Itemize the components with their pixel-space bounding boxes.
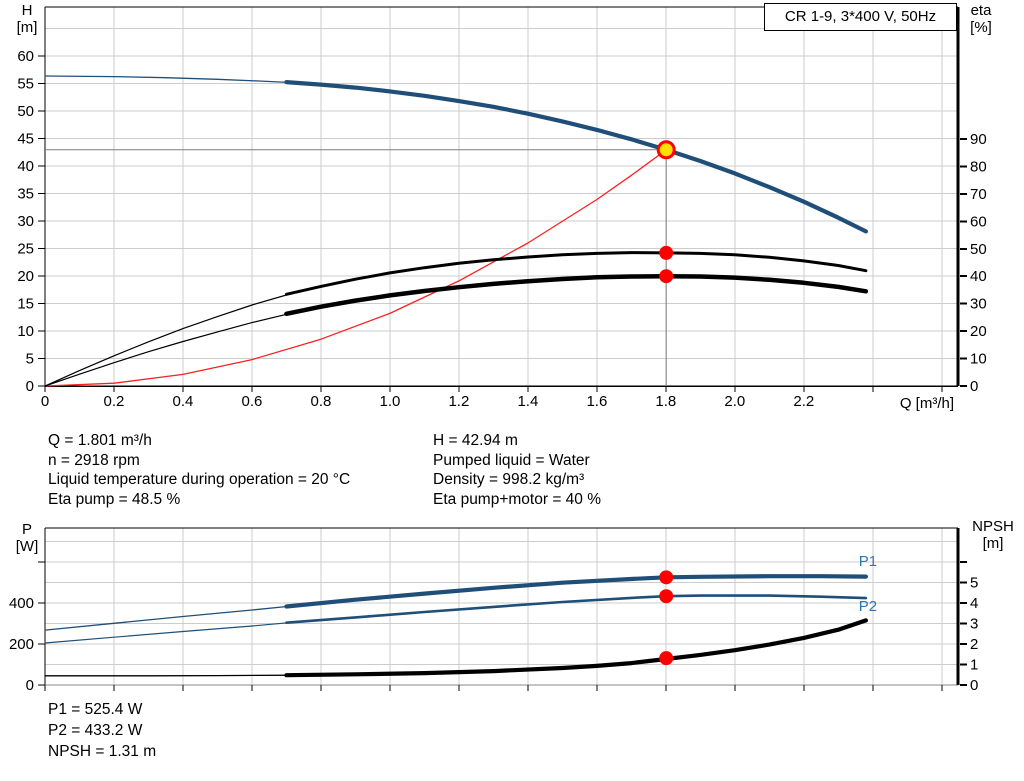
result-p2: P2 = 433.2 W (48, 722, 143, 739)
right-tick-label: 60 (970, 213, 987, 230)
left-tick-label: 25 (17, 240, 34, 257)
p-axis-title-line2: [W] (15, 538, 39, 555)
pump-type-box: CR 1-9, 3*400 V, 50Hz (764, 3, 957, 31)
info-pumped-liquid: Pumped liquid = Water (433, 451, 590, 469)
npsh-axis-title-line1: NPSH (972, 518, 1014, 535)
result-p1: P1 = 525.4 W (48, 701, 143, 718)
info-liquid-temperature: Liquid temperature during operation = 20… (48, 471, 351, 488)
curve-hq (284, 79, 869, 234)
info-eta-pump-motor: Eta pump+motor = 40 % (433, 490, 602, 508)
x-tick-label: 2.0 (724, 393, 745, 410)
right-tick-label: 5 (970, 575, 978, 592)
p-axis-title-line1: P (21, 521, 32, 538)
x-tick-label: 1.8 (655, 393, 676, 410)
left-tick-label: 50 (17, 103, 34, 120)
left-tick-label: 0 (26, 677, 34, 694)
info-eta-pump: Eta pump = 48.5 % (48, 490, 181, 508)
curve-npsh-thin (44, 674, 294, 677)
power-npsh-chart: 0 200 400 0 1 2 3 4 5 P1 P2 (9, 527, 978, 694)
curve-p1 (284, 574, 869, 609)
left-tick-label: 30 (17, 213, 34, 230)
x-tick-label: 0.4 (173, 393, 194, 410)
hq-eta-chart: 0 0.2 0.4 0.6 0.8 1.0 1.2 1.4 1.6 1.8 2.0 2.2 0 5 10 15… (17, 6, 987, 410)
right-tick-label: 10 (970, 351, 987, 368)
right-tick-label: 20 (970, 323, 987, 340)
right-tick-label: 70 (970, 186, 987, 203)
curve-npsh (284, 618, 869, 678)
operating-data-left: Q = 1.801 m³/h n = 2918 rpm Liquid tempe… (48, 431, 350, 509)
left-tick-label: 40 (17, 158, 34, 175)
x-tick-label: 0.2 (104, 393, 125, 410)
npsh-axis-title-line2: [m] (982, 535, 1004, 552)
annotation-P1: P1 (859, 553, 877, 570)
operating-data-right: H = 42.94 m Pumped liquid = Water Densit… (433, 431, 601, 509)
result-values: P1 = 525.4 W P2 = 433.2 W NPSH = 1.31 m (48, 699, 156, 762)
eta-axis-title-line1: eta (970, 2, 992, 19)
x-tick-label: 0 (41, 393, 49, 410)
p2-point-marker (659, 589, 674, 604)
eta-axis-title-line2: [%] (970, 19, 992, 36)
left-tick-label: 400 (9, 595, 34, 612)
curve-eta-pump-thin (44, 292, 294, 387)
curve-p2 (285, 594, 868, 624)
left-tick-label: 15 (17, 295, 34, 312)
right-tick-label: 1 (970, 657, 978, 674)
q-axis-title: Q [m³/h] (899, 395, 954, 412)
x-tick-label: 2.2 (793, 393, 814, 410)
result-npsh: NPSH = 1.31 m (48, 743, 157, 760)
h-axis-title: H [m] (9, 2, 45, 36)
right-tick-label: 40 (970, 268, 987, 285)
h-axis-title-line2: [m] (16, 19, 38, 36)
left-tick-label: 60 (17, 48, 34, 65)
right-tick-label: 3 (970, 616, 978, 633)
right-tick-label: 90 (970, 131, 987, 148)
curve-eta-pump (284, 251, 868, 296)
eta-pump-motor-point-marker (659, 269, 674, 284)
p-axis-title: P [W] (9, 521, 45, 555)
duty-point-marker (656, 140, 676, 160)
info-h: H = 42.94 m (433, 432, 518, 449)
left-tick-label: 35 (17, 185, 34, 202)
left-tick-label: 5 (26, 350, 34, 367)
left-tick-label: 0 (26, 378, 34, 395)
curve-eta-pump-motor (284, 273, 869, 317)
info-q: Q = 1.801 m³/h (48, 432, 152, 449)
right-tick-label: 0 (970, 378, 978, 395)
curve-p1-thin (44, 605, 294, 631)
x-tick-label: 1.0 (379, 393, 400, 410)
eta-axis-title: eta [%] (960, 2, 1002, 36)
npsh-point-marker (659, 651, 674, 666)
h-axis-title-line1: H (21, 2, 33, 19)
left-tick-label: 55 (17, 75, 34, 92)
right-tick-label: 80 (970, 158, 987, 175)
left-tick-label: 20 (17, 268, 34, 285)
left-tick-label: 45 (17, 130, 34, 147)
x-tick-label: 1.6 (586, 393, 607, 410)
right-tick-label: 50 (970, 241, 987, 258)
curve-hq-thin (44, 75, 294, 84)
right-tick-label: 30 (970, 296, 987, 313)
x-tick-label: 1.2 (448, 393, 469, 410)
info-density: Density = 998.2 kg/m³ (433, 471, 585, 488)
curve-p2-thin (44, 621, 294, 644)
right-tick-label: 2 (970, 636, 978, 653)
eta-pump-point-marker (659, 245, 674, 260)
curve-system-curve (44, 149, 667, 387)
right-tick-label: 4 (970, 595, 978, 612)
npsh-axis-title: NPSH [m] (963, 518, 1023, 552)
info-n: n = 2918 rpm (48, 451, 140, 469)
x-tick-label: 0.6 (242, 393, 263, 410)
annotation-P2: P2 (859, 598, 877, 615)
left-tick-label: 10 (17, 323, 34, 340)
p1-point-marker (659, 570, 674, 585)
right-tick-label: 0 (970, 677, 978, 694)
curve-eta-pump-motor-thin (44, 312, 294, 387)
x-tick-label: 0.8 (311, 393, 332, 410)
x-tick-label: 1.4 (517, 393, 538, 410)
left-tick-label: 200 (9, 636, 34, 653)
